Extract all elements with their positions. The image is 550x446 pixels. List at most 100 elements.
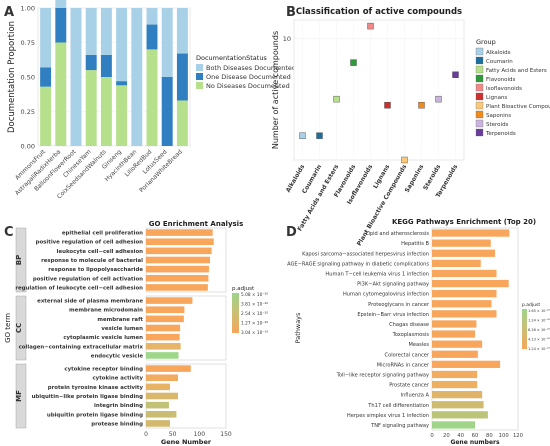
category-label: protease binding	[91, 421, 143, 427]
bar-segment	[100, 8, 112, 55]
bar-segment	[176, 8, 188, 54]
data-point	[299, 132, 306, 139]
legend-title: p.adjust	[522, 302, 540, 308]
category-label: Lipid and atherosclerosis	[366, 231, 430, 237]
chart-title: Classification of active compounds	[296, 7, 462, 17]
category-label: Colorectal cancer	[385, 352, 430, 358]
x-tick-label: 0	[144, 431, 148, 438]
legend-swatch	[475, 83, 484, 92]
category-label: leukocyte cell−cell adhesion	[57, 249, 144, 255]
bar	[432, 330, 475, 338]
category-label: Influenza A	[401, 393, 430, 399]
y-tick-label: 1.00	[21, 5, 35, 13]
category-label: Chagas disease	[389, 322, 429, 328]
bar-segment	[100, 77, 112, 146]
bar	[432, 229, 510, 237]
bar	[146, 238, 214, 246]
panel-c-letter: C	[4, 225, 14, 240]
data-point	[350, 59, 357, 66]
legend-label: Plant Bioactive Compounds	[486, 104, 550, 110]
data-point	[435, 95, 442, 103]
bar-segment	[116, 8, 128, 82]
bar	[146, 315, 184, 323]
category-label: integrin binding	[94, 403, 143, 409]
x-tick-label: 100	[499, 433, 510, 439]
bar	[432, 320, 477, 328]
bar-segment	[146, 8, 158, 25]
panel-d-kegg-enrichment-chart: KEGG Pathways Enrichment (Top 20) Pathway…	[287, 218, 550, 446]
bar	[146, 274, 209, 282]
bar-segment	[70, 8, 82, 146]
bar	[432, 401, 484, 409]
category-label: Proteoglycans in cancer	[368, 302, 430, 308]
bar	[146, 324, 181, 332]
bar	[432, 290, 497, 298]
panel-b-letter: B	[286, 5, 296, 20]
facet-label: MF	[15, 390, 23, 402]
legend-swatch	[196, 82, 203, 89]
legend-label: 8.26 × 10⁻²⁰	[528, 328, 550, 332]
category-label: Toxoplasmosis	[392, 332, 430, 338]
bar	[432, 269, 497, 278]
category-label: cytoplasmic vesicle lumen	[63, 335, 143, 341]
bar	[432, 340, 483, 348]
bar-segment	[161, 77, 173, 146]
bar	[146, 383, 170, 391]
panel-a-letter: A	[4, 5, 14, 20]
category-label: Human T−cell leukemia virus 1 infection	[325, 271, 429, 277]
bar	[146, 306, 185, 314]
category-label: MicroRNAs in cancer	[377, 362, 430, 368]
legend-colorbar	[232, 293, 239, 333]
legend-label: Fatty Acids and Esters	[486, 68, 547, 74]
x-tick-label: 150	[220, 431, 232, 438]
legend-title: Group	[476, 38, 496, 46]
bar	[146, 297, 193, 304]
facet-label: CC	[15, 323, 23, 333]
bar	[146, 401, 169, 409]
legend-swatch	[475, 119, 484, 128]
category-label: Epstein−Barr virus infection	[357, 312, 429, 318]
x-tick-label: 40	[457, 433, 464, 439]
chart-title: KEGG Pathways Enrichment (Top 20)	[392, 218, 536, 226]
category-label: PI3K−Akt signaling pathway	[357, 282, 429, 288]
legend-label: Saponins	[486, 113, 511, 119]
bar	[432, 370, 478, 379]
x-tick-label: 50	[169, 431, 177, 438]
legend-label: Terpenoids	[485, 131, 516, 137]
legend-colorbar	[522, 309, 527, 349]
bar	[432, 259, 481, 267]
legend-label: Coumarin	[486, 59, 513, 65]
legend-label: Steroids	[486, 122, 509, 128]
legend-swatch	[196, 64, 203, 71]
bar	[146, 333, 180, 341]
legend-label: 1.24 × 10⁻²⁰	[528, 319, 550, 323]
bar	[432, 239, 491, 247]
x-axis-label: Gene Number	[161, 438, 212, 446]
panel-a-stacked-bar-chart: 0.00 0.25 0.50 0.75 1.00 Documentation Propor…	[7, 0, 296, 200]
category-label: response to molecule of bacterial	[41, 258, 143, 264]
x-tick-label: 80	[486, 433, 493, 439]
plot-area	[431, 227, 519, 431]
legend-swatch	[475, 101, 484, 110]
legend-swatch	[475, 65, 484, 74]
category-label: Th17 cell differentiation	[367, 403, 429, 409]
bar	[432, 421, 475, 429]
legend-title: p.adjust	[232, 286, 255, 292]
legend-label: 2.54 × 10⁻²⁰	[241, 311, 268, 317]
bar	[146, 284, 208, 291]
category-label: positive regulation of cell adhesion	[36, 240, 144, 246]
x-tick-label: 120	[513, 433, 524, 439]
x-tick-label: 100	[194, 431, 206, 438]
category-label: Toll−like receptor signaling pathway	[336, 372, 429, 378]
y-tick-label: 0.75	[21, 39, 35, 47]
legend-label: Alkaloids	[486, 50, 511, 56]
bar-segment	[55, 42, 67, 146]
category-label: vesicle lumen	[101, 326, 143, 332]
bar-segment	[100, 54, 112, 77]
legend-label: One Disease Documented	[206, 73, 291, 81]
bar	[432, 380, 478, 389]
bar	[146, 392, 178, 400]
category-label: cytokine receptor binding	[64, 367, 143, 373]
x-axis-label: Gene numbers	[450, 439, 500, 446]
bar-segment	[55, 8, 67, 43]
